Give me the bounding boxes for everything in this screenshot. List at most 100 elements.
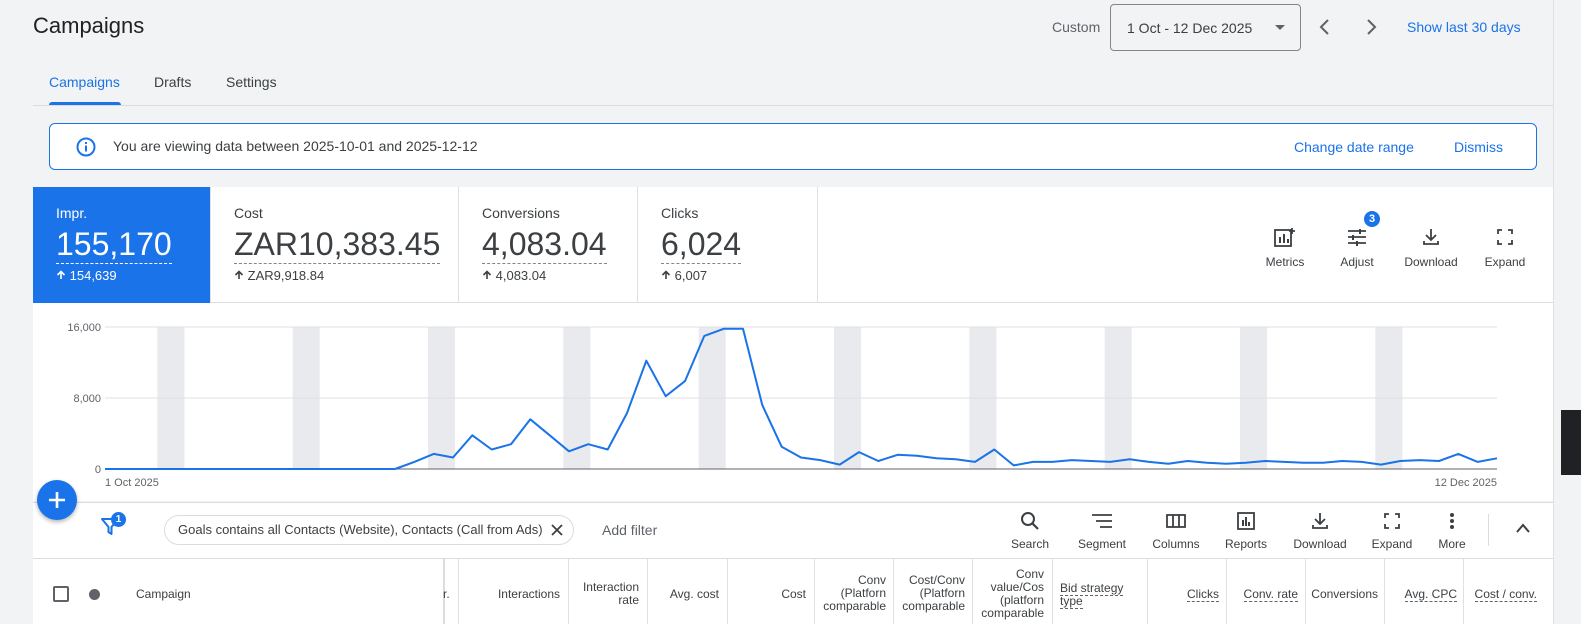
impressions-line <box>105 327 1498 470</box>
y-tick-label: 16,000 <box>67 322 101 334</box>
y-tick-label: 8,000 <box>73 393 101 405</box>
plus-icon <box>49 492 65 508</box>
metric-value: 4,083.04 <box>482 226 607 264</box>
col-conv-rate[interactable]: Conv. rate <box>1243 587 1298 602</box>
metric-label: Cost <box>234 205 263 221</box>
download-icon <box>1423 229 1439 245</box>
col-bid-strategy-type[interactable]: Bid strategy type <box>1060 581 1124 609</box>
search-label: Search <box>1010 537 1050 551</box>
col-cost-conv-platform[interactable]: Cost/Conv (Platforn comparable <box>902 574 965 613</box>
metric-label: Conversions <box>482 205 560 221</box>
col-divider <box>1052 559 1053 624</box>
columns-label: Columns <box>1152 537 1200 551</box>
download-table-label: Download <box>1293 537 1347 551</box>
chevron-up-icon <box>1516 523 1530 533</box>
expand-button-label: Expand <box>1484 255 1526 269</box>
banner-message: You are viewing data between 2025-10-01 … <box>113 138 478 154</box>
segment-icon <box>1092 514 1112 528</box>
columns-icon <box>1166 514 1186 528</box>
arrow-up-icon <box>56 270 66 279</box>
col-cost-per-conv[interactable]: Cost / conv. <box>1474 587 1537 602</box>
filter-chip-label: Goals contains all Contacts (Website), C… <box>178 522 543 537</box>
page-scrollbar[interactable] <box>1553 0 1561 624</box>
segment-label: Segment <box>1077 537 1127 551</box>
col-divider <box>893 559 894 624</box>
metric-value: ZAR10,383.45 <box>234 226 441 264</box>
col-campaign[interactable]: Campaign <box>136 587 191 601</box>
goal-filter-chip[interactable]: Goals contains all Contacts (Website), C… <box>164 515 574 545</box>
metric-delta: ZAR9,918.84 <box>234 268 324 283</box>
tune-icon <box>1348 229 1366 246</box>
adjust-button-label: Adjust <box>1340 255 1374 269</box>
more-vert-icon <box>1450 513 1454 529</box>
add-filter-button[interactable]: Add filter <box>602 522 658 538</box>
col-interactions[interactable]: Interactions <box>497 587 560 601</box>
col-cost[interactable]: Cost <box>781 587 806 601</box>
col-divider <box>647 559 648 624</box>
expand-chart-button[interactable]: Expand <box>1475 225 1535 269</box>
toolbar-divider <box>1488 514 1489 546</box>
reports-icon <box>1237 512 1255 530</box>
arrow-up-icon <box>482 270 492 279</box>
adjust-count-badge: 3 <box>1364 211 1380 227</box>
metric-card-impressions[interactable]: Impr. 155,170 154,639 <box>33 187 211 303</box>
col-avg-cpc[interactable]: Avg. CPC <box>1404 587 1457 602</box>
metrics-button[interactable]: Metrics <box>1255 225 1315 269</box>
download-button-label: Download <box>1404 255 1458 269</box>
col-divider <box>1463 559 1464 624</box>
expand-table-label: Expand <box>1371 537 1413 551</box>
change-date-range-link[interactable]: Change date range <box>1294 139 1414 155</box>
more-button[interactable]: More <box>1422 510 1482 551</box>
metric-card-cost[interactable]: Cost ZAR10,383.45 ZAR9,918.84 <box>211 187 459 303</box>
table-header: Campaign r. Interactions Interaction rate… <box>33 558 1553 624</box>
show-last-30-days-link[interactable]: Show last 30 days <box>1407 19 1521 35</box>
metric-card-clicks[interactable]: Clicks 6,024 6,007 <box>638 187 818 303</box>
date-range-value: 1 Oct - 12 Dec 2025 <box>1127 19 1253 36</box>
fullscreen-icon <box>1384 513 1400 529</box>
col-conv-platform[interactable]: Conv (Platforn comparable <box>823 574 886 613</box>
metric-delta: 6,007 <box>661 268 707 283</box>
col-divider <box>727 559 728 624</box>
y-tick-label: 0 <box>95 464 101 476</box>
col-conv-value-cost[interactable]: Conv value/Cos (platforn comparable <box>981 568 1044 620</box>
expand-table-button[interactable]: Expand <box>1362 510 1422 551</box>
add-campaign-button[interactable] <box>37 480 77 520</box>
metric-label: Impr. <box>56 205 88 221</box>
reports-button[interactable]: Reports <box>1216 510 1276 551</box>
col-avg-cost[interactable]: Avg. cost <box>669 587 719 601</box>
col-divider <box>1384 559 1385 624</box>
col-divider <box>972 559 973 624</box>
select-all-checkbox[interactable] <box>53 586 69 602</box>
segment-button[interactable]: Segment <box>1072 510 1132 551</box>
col-divider <box>814 559 815 624</box>
previous-period-button[interactable] <box>1311 14 1337 40</box>
columns-button[interactable]: Columns <box>1146 510 1206 551</box>
col-impressions-partial[interactable]: r. <box>443 587 450 601</box>
close-icon[interactable] <box>550 524 563 536</box>
search-icon <box>1021 512 1039 530</box>
date-range-select[interactable]: 1 Oct - 12 Dec 2025 <box>1110 4 1301 51</box>
metric-delta: 154,639 <box>56 268 117 283</box>
col-divider <box>458 559 459 624</box>
active-tab-indicator <box>49 102 121 105</box>
tab-campaigns[interactable]: Campaigns <box>49 74 120 90</box>
col-clicks[interactable]: Clicks <box>1187 587 1219 602</box>
next-period-button[interactable] <box>1359 14 1385 40</box>
download-table-button[interactable]: Download <box>1290 510 1350 551</box>
download-chart-button[interactable]: Download <box>1401 225 1461 269</box>
col-interaction-rate[interactable]: Interaction rate <box>582 580 639 607</box>
reports-label: Reports <box>1224 537 1268 551</box>
fullscreen-icon <box>1497 229 1513 245</box>
tab-drafts[interactable]: Drafts <box>154 74 192 90</box>
collapse-button[interactable] <box>1515 521 1535 537</box>
frozen-column-divider <box>443 559 445 624</box>
search-button[interactable]: Search <box>1000 510 1060 551</box>
dismiss-banner-link[interactable]: Dismiss <box>1454 139 1503 155</box>
col-conversions[interactable]: Conversions <box>1311 588 1378 601</box>
arrow-up-icon <box>234 270 244 279</box>
metric-card-conversions[interactable]: Conversions 4,083.04 4,083.04 <box>459 187 638 303</box>
scrollbar-thumb[interactable] <box>1561 410 1581 475</box>
col-divider <box>1147 559 1148 624</box>
tab-settings[interactable]: Settings <box>226 74 277 90</box>
adjust-button[interactable]: Adjust <box>1327 225 1387 269</box>
